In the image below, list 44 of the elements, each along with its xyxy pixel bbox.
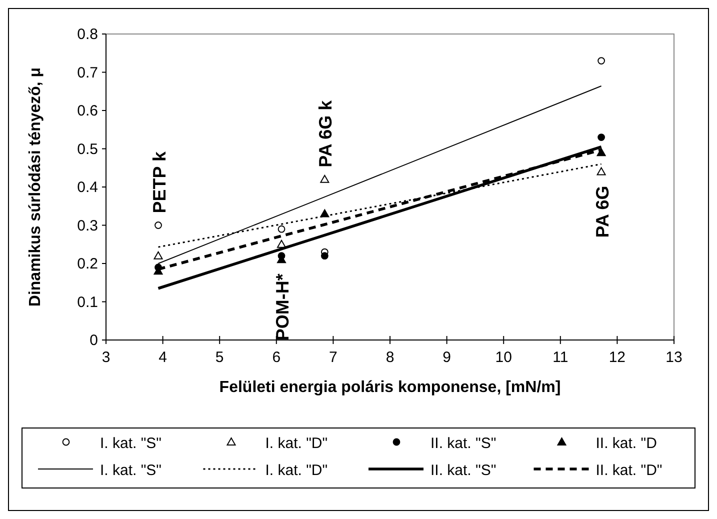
y-axis-title: Dinamikus súrlódási tényező, μ <box>27 67 44 307</box>
point <box>320 209 330 218</box>
legend-label: II. kat. "S" <box>430 462 496 479</box>
legend-label: I. kat. "S" <box>100 462 162 479</box>
x-tick-label: 7 <box>329 349 338 366</box>
y-tick-label: 0.8 <box>77 26 98 43</box>
y-tick-label: 0.6 <box>77 102 98 120</box>
point <box>598 57 605 64</box>
y-tick-label: 0.5 <box>77 140 98 158</box>
point <box>154 222 162 229</box>
x-tick-label: 13 <box>666 349 682 366</box>
legend-label: I. kat. "S" <box>100 435 162 452</box>
y-tick-label: 0 <box>90 332 98 349</box>
y-tick-label: 0.3 <box>77 217 98 234</box>
y-tick-label: 0.7 <box>77 64 98 82</box>
legend-label: II. kat. "D <box>596 435 658 452</box>
annotation: POM-H* <box>272 274 293 341</box>
y-tick-label: 0.4 <box>77 179 98 196</box>
x-tick-label: 5 <box>215 349 224 366</box>
x-axis-title: Felületi energia poláris komponense, [mN/m] <box>219 379 561 396</box>
point <box>154 251 163 260</box>
legend-label: I. kat. "D" <box>265 435 328 452</box>
point <box>596 167 606 176</box>
x-tick-label: 4 <box>158 349 167 366</box>
legend-label: II. kat. "S" <box>430 435 496 452</box>
point <box>320 174 330 183</box>
legend-label: I. kat. "D" <box>265 462 328 479</box>
x-tick-label: 10 <box>495 349 512 366</box>
x-tick-label: 8 <box>386 349 394 366</box>
annotation: PA 6G k <box>316 99 336 168</box>
y-tick-label: 0.2 <box>77 256 98 272</box>
x-tick-label: 12 <box>608 349 626 366</box>
x-tick-label: 9 <box>442 349 451 366</box>
x-tick-label: 11 <box>552 349 568 366</box>
point <box>320 252 328 260</box>
x-tick-label: 3 <box>102 349 110 366</box>
annotation: PETP k <box>149 150 170 214</box>
point <box>277 240 286 248</box>
x-tick-label: 6 <box>272 349 281 366</box>
legend-label: II. kat. "D" <box>596 462 662 479</box>
point <box>598 134 605 141</box>
annotation: PA 6G <box>592 186 612 238</box>
y-tick-label: 0.1 <box>77 294 98 311</box>
point <box>278 225 286 233</box>
